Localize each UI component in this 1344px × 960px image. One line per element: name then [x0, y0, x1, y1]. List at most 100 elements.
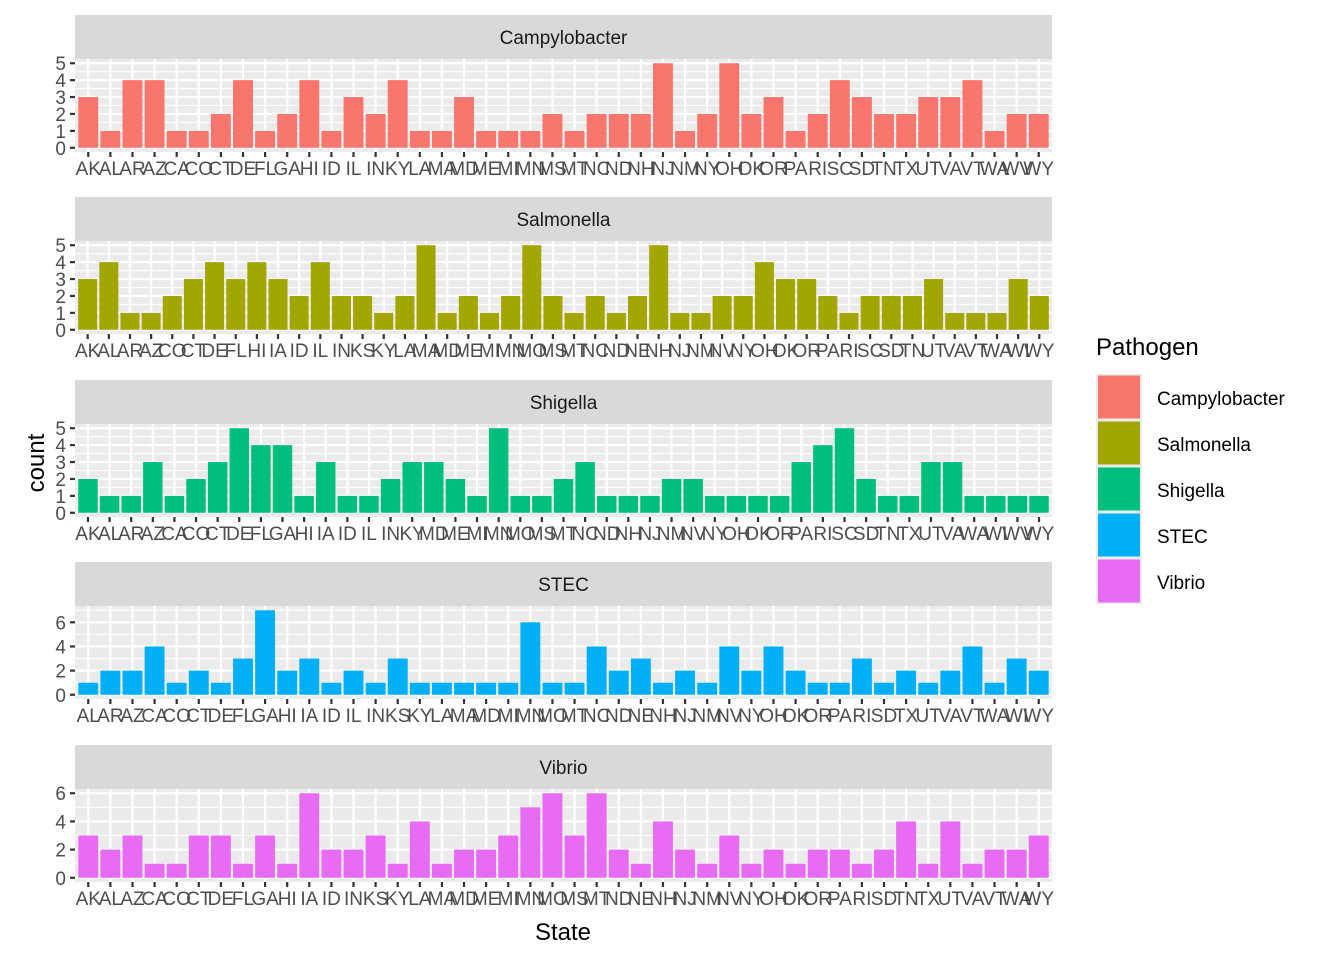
x-tick-label: CT — [181, 341, 207, 362]
x-tick-label: AL — [97, 341, 120, 362]
bar-mt — [564, 682, 585, 695]
x-tick-label: NM — [686, 341, 716, 362]
x-tick-label: CA — [141, 889, 168, 910]
bar-ms — [564, 835, 585, 878]
x-tick-label: GA — [251, 706, 279, 727]
x-tick-label: ND — [603, 341, 630, 362]
x-tick-label: FL — [225, 341, 247, 362]
x-tick-label: AL — [77, 706, 100, 727]
bar-de — [205, 262, 225, 330]
x-tick-label: NJ — [638, 524, 661, 545]
x-tick-label: CO — [185, 159, 214, 180]
legend-item-campylobacter: Campylobacter — [1096, 374, 1285, 420]
x-tick-label: TN — [900, 341, 925, 362]
bar-ms — [532, 495, 552, 513]
x-tick-label: MO — [537, 889, 568, 910]
bar-va — [940, 97, 961, 148]
legend-keys: Campylobacter Salmonella Shigella STEC Vibri… — [1096, 374, 1285, 604]
x-tick-label: OK — [744, 524, 772, 545]
bar-sc — [829, 80, 850, 148]
x-tick-label: MS — [539, 341, 568, 362]
x-tick-label: WY — [1024, 341, 1055, 362]
bar-wa — [964, 495, 984, 513]
bar-az — [143, 462, 163, 513]
x-tick-label: MT — [583, 889, 611, 910]
bar-wa — [984, 130, 1005, 148]
x-tick-label: OK — [782, 889, 810, 910]
x-tick-label: VA — [938, 159, 962, 180]
x-tick-label: WA — [959, 524, 989, 545]
bar-mn — [520, 622, 541, 695]
legend-swatch — [1098, 559, 1140, 603]
x-tick-label: SD — [853, 524, 879, 545]
x-tick-label: LA — [430, 706, 454, 727]
bar-fl — [233, 658, 253, 695]
bar-nc — [575, 462, 595, 513]
bar-hi — [277, 863, 298, 878]
x-tick-label: MI — [466, 524, 487, 545]
bar-tn — [896, 821, 917, 878]
x-tick-label: VA — [938, 706, 962, 727]
legend-label: Campylobacter — [1157, 389, 1285, 410]
y-tick-label: 3 — [55, 453, 66, 474]
x-tick-label: TX — [897, 524, 922, 545]
bar-nm — [691, 312, 711, 330]
facet-strip-label: Vibrio — [539, 758, 587, 779]
x-tick-label: NM — [670, 159, 700, 180]
x-tick-label: WV — [1001, 159, 1032, 180]
x-tick-label: PA — [828, 706, 852, 727]
x-tick-label: NH — [645, 341, 672, 362]
x-tick-label: NC — [571, 524, 598, 545]
bar-co — [166, 682, 187, 695]
x-tick-label: CT — [205, 524, 231, 545]
x-tick-label: NE — [628, 706, 654, 727]
legend-label: Salmonella — [1157, 435, 1251, 456]
x-tick-label: CO — [158, 341, 187, 362]
x-tick-label: NY — [738, 706, 765, 727]
x-tick-label: SC — [831, 524, 857, 545]
x-tick-label: AL — [98, 524, 121, 545]
x-tick-label: OR — [803, 706, 832, 727]
x-tick-label: AR — [117, 341, 143, 362]
x-tick-label: VA — [960, 889, 984, 910]
bar-mi — [498, 682, 519, 695]
bar-ny — [741, 863, 762, 878]
x-tick-label: DE — [226, 524, 252, 545]
bar-mo — [542, 682, 563, 695]
x-tick-label: IN — [344, 889, 363, 910]
x-tick-label: ND — [593, 524, 620, 545]
x-tick-label: DE — [208, 706, 234, 727]
legend-swatch — [1098, 421, 1140, 465]
x-tick-label: OH — [722, 524, 751, 545]
bar-nv — [712, 295, 732, 330]
y-tick-label: 2 — [55, 105, 66, 126]
y-tick-label: 3 — [55, 270, 66, 291]
x-tick-label: MT — [561, 159, 589, 180]
x-tick-label: NV — [716, 706, 743, 727]
x-tick-label: SD — [878, 341, 904, 362]
bar-ma — [431, 863, 452, 878]
bar-de — [210, 682, 231, 695]
x-tick-label: WI — [1007, 341, 1030, 362]
bar-nd — [597, 495, 617, 513]
x-tick-label: NM — [692, 706, 722, 727]
y-tick-label: 4 — [55, 637, 66, 658]
x-tick-label: FL — [250, 524, 272, 545]
x-tick-label: VT — [982, 889, 1007, 910]
x-tick-label: ME — [472, 159, 501, 180]
legend-label: Shigella — [1157, 481, 1225, 502]
bar-nj — [653, 63, 673, 148]
bar-ky — [409, 682, 430, 695]
x-tick-label: RI — [852, 706, 871, 727]
x-tick-label: AZ — [120, 706, 145, 727]
bar-id — [337, 495, 358, 513]
bar-wa — [984, 682, 1005, 695]
bar-pa — [829, 849, 850, 878]
bar-nc — [586, 113, 607, 148]
x-tick-label: HI — [300, 159, 319, 180]
bar-wi — [986, 495, 1006, 513]
bar-mt — [564, 130, 585, 148]
facet-strip-label: Campylobacter — [500, 28, 628, 49]
x-tick-label: LA — [393, 341, 417, 362]
bar-ar — [122, 80, 143, 148]
